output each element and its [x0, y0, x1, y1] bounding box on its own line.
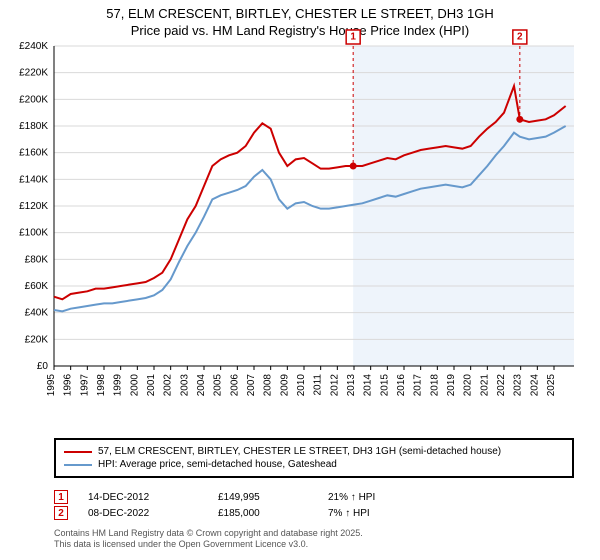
svg-text:£0: £0 [37, 361, 49, 372]
svg-text:2017: 2017 [413, 374, 424, 397]
svg-text:2002: 2002 [163, 374, 174, 397]
svg-text:£40K: £40K [25, 308, 49, 319]
legend-swatch [64, 451, 92, 453]
svg-text:2005: 2005 [213, 374, 224, 397]
chart-title-line2: Price paid vs. HM Land Registry's House … [0, 23, 600, 40]
svg-text:£160K: £160K [19, 148, 48, 159]
svg-text:£240K: £240K [19, 41, 48, 52]
sale-marker-number: 2 [58, 508, 64, 519]
svg-text:1: 1 [350, 32, 356, 43]
chart-plot-area: £0£20K£40K£60K£80K£100K£120K£140K£160K£1… [54, 46, 574, 408]
sale-event-price: £185,000 [218, 508, 308, 519]
svg-text:1997: 1997 [79, 374, 90, 397]
chart-svg: £0£20K£40K£60K£80K£100K£120K£140K£160K£1… [54, 46, 574, 408]
sale-event-date: 08-DEC-2022 [88, 508, 198, 519]
svg-text:2009: 2009 [279, 374, 290, 397]
svg-text:2: 2 [517, 32, 523, 43]
svg-text:1996: 1996 [63, 374, 74, 397]
sale-event-pct: 21% ↑ HPI [328, 492, 418, 503]
svg-text:2023: 2023 [513, 374, 524, 397]
svg-text:2011: 2011 [313, 374, 324, 396]
footer-line1: Contains HM Land Registry data © Crown c… [54, 528, 574, 539]
svg-text:2021: 2021 [479, 374, 490, 397]
svg-text:2010: 2010 [296, 374, 307, 397]
sale-event-row: 2 08-DEC-2022 £185,000 7% ↑ HPI [54, 506, 574, 520]
svg-text:2003: 2003 [179, 374, 190, 397]
sale-event-pct: 7% ↑ HPI [328, 508, 418, 519]
legend-label: HPI: Average price, semi-detached house,… [98, 459, 337, 470]
svg-text:1995: 1995 [46, 374, 57, 397]
svg-text:£200K: £200K [19, 94, 48, 105]
chart-title-line1: 57, ELM CRESCENT, BIRTLEY, CHESTER LE ST… [0, 6, 600, 23]
svg-text:2016: 2016 [396, 374, 407, 397]
svg-text:£80K: £80K [25, 254, 49, 265]
svg-text:2025: 2025 [546, 374, 557, 397]
svg-text:£180K: £180K [19, 121, 48, 132]
svg-text:£140K: £140K [19, 174, 48, 185]
legend-row: HPI: Average price, semi-detached house,… [64, 459, 564, 470]
sale-marker-number: 1 [58, 492, 64, 503]
sale-marker-icon: 1 [54, 490, 68, 504]
svg-text:£60K: £60K [25, 281, 49, 292]
chart-title-block: 57, ELM CRESCENT, BIRTLEY, CHESTER LE ST… [0, 0, 600, 40]
svg-text:£100K: £100K [19, 228, 48, 239]
svg-text:1998: 1998 [96, 374, 107, 397]
footer-line2: This data is licensed under the Open Gov… [54, 539, 574, 550]
legend-row: 57, ELM CRESCENT, BIRTLEY, CHESTER LE ST… [64, 446, 564, 457]
chart-container: 57, ELM CRESCENT, BIRTLEY, CHESTER LE ST… [0, 0, 600, 560]
svg-text:2007: 2007 [246, 374, 257, 397]
sale-event-price: £149,995 [218, 492, 308, 503]
svg-text:2000: 2000 [129, 374, 140, 397]
svg-text:2015: 2015 [379, 374, 390, 397]
svg-text:2019: 2019 [446, 374, 457, 397]
svg-text:2006: 2006 [229, 374, 240, 397]
svg-text:2024: 2024 [529, 374, 540, 397]
svg-text:2018: 2018 [429, 374, 440, 397]
svg-text:£20K: £20K [25, 334, 49, 345]
chart-footer: Contains HM Land Registry data © Crown c… [54, 528, 574, 551]
svg-text:2020: 2020 [463, 374, 474, 397]
svg-text:2014: 2014 [363, 374, 374, 397]
chart-legend: 57, ELM CRESCENT, BIRTLEY, CHESTER LE ST… [54, 438, 574, 478]
svg-text:£220K: £220K [19, 68, 48, 79]
sale-events-table: 1 14-DEC-2012 £149,995 21% ↑ HPI 2 08-DE… [54, 488, 574, 522]
sale-event-row: 1 14-DEC-2012 £149,995 21% ↑ HPI [54, 490, 574, 504]
svg-text:£120K: £120K [19, 201, 48, 212]
svg-text:2022: 2022 [496, 374, 507, 397]
svg-text:2013: 2013 [346, 374, 357, 397]
svg-text:2012: 2012 [329, 374, 340, 397]
legend-swatch [64, 464, 92, 466]
svg-text:2001: 2001 [146, 374, 157, 397]
legend-label: 57, ELM CRESCENT, BIRTLEY, CHESTER LE ST… [98, 446, 501, 457]
sale-event-date: 14-DEC-2012 [88, 492, 198, 503]
svg-text:2004: 2004 [196, 374, 207, 397]
svg-text:1999: 1999 [113, 374, 124, 397]
svg-text:2008: 2008 [263, 374, 274, 397]
sale-marker-icon: 2 [54, 506, 68, 520]
